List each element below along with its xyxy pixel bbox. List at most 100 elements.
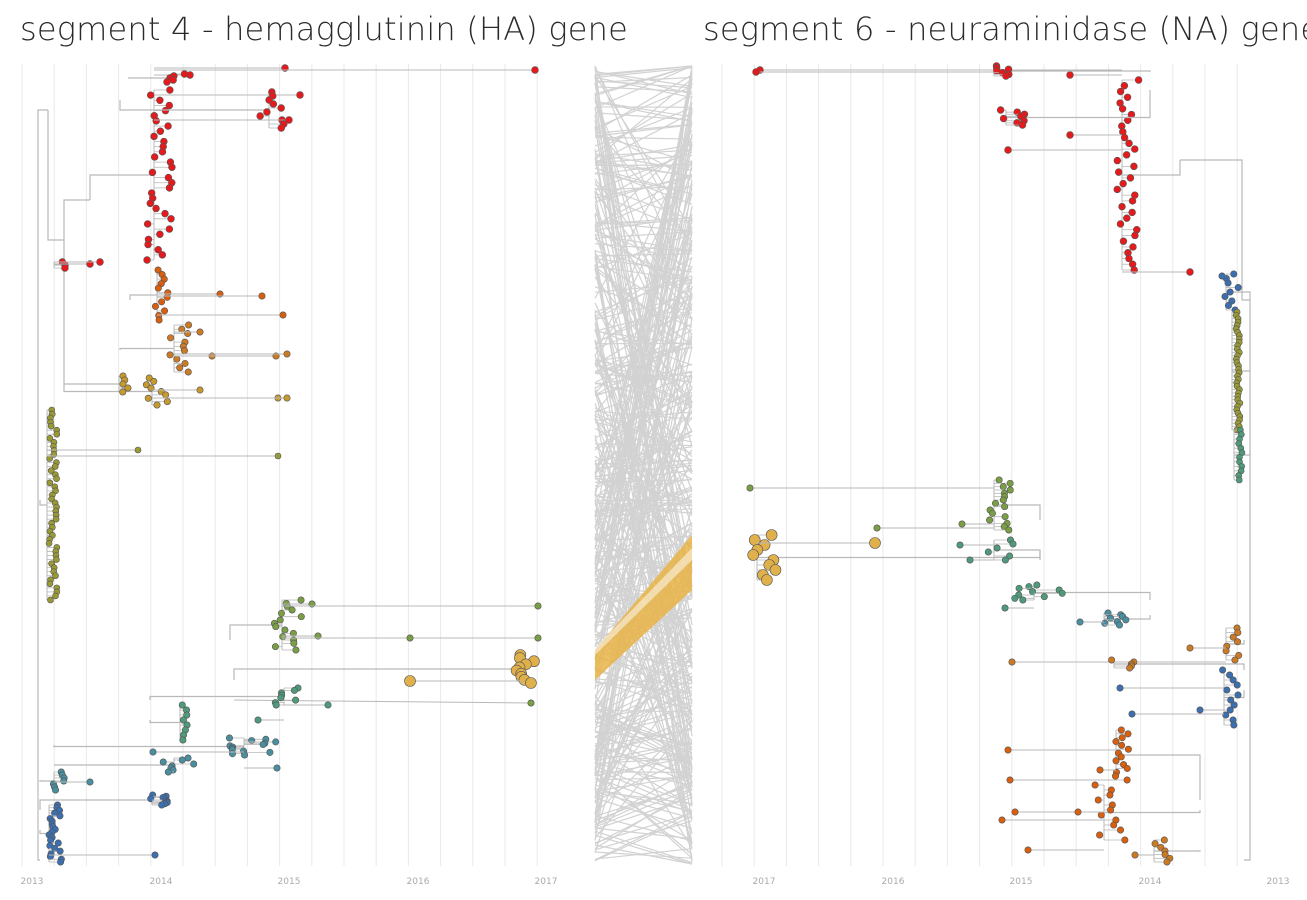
tree-tip: [1161, 851, 1169, 859]
tree-tip: [178, 701, 186, 709]
tree-branch: [149, 695, 284, 700]
tree-tip: [143, 220, 152, 228]
tangle-line: [594, 347, 693, 362]
tree-tip: [988, 509, 996, 517]
tree-tip: [1106, 791, 1114, 799]
tree-tip: [158, 801, 166, 809]
tree-tip: [179, 716, 187, 724]
tree-tip: [46, 580, 54, 588]
tangle-line: [594, 706, 693, 765]
tree-tip: [143, 256, 151, 264]
tree-branch: [89, 174, 154, 200]
tree-tip: [46, 853, 54, 861]
tree-tip: [152, 117, 160, 125]
tangle-line: [594, 508, 693, 518]
tangle-line: [594, 276, 693, 403]
tree-tip: [52, 572, 59, 580]
tree-tip: [180, 70, 189, 78]
tree-tip: [1123, 214, 1131, 222]
tree-tip: [1112, 772, 1120, 780]
tree-tip: [288, 606, 296, 614]
na-axis: 2017 2016 2015 2014 2013: [753, 877, 1290, 887]
tangle-line: [594, 791, 693, 819]
tree-tip: [1015, 584, 1023, 592]
tree-tip: [1001, 503, 1009, 511]
tree-tip: [1118, 202, 1126, 211]
tree-tip: [1221, 292, 1229, 300]
tree-tip: [180, 347, 188, 355]
tree-tip: [996, 106, 1005, 114]
tree-tip: [1163, 858, 1171, 866]
tree-tip: [162, 391, 170, 399]
tangle-line: [594, 121, 693, 670]
tree-branch: [1226, 291, 1251, 300]
tree-tip: [154, 245, 162, 254]
tree-tip: [1160, 836, 1168, 844]
tangle-line: [594, 231, 693, 239]
tree-tip: [165, 101, 173, 110]
tangle-line: [594, 107, 693, 706]
tree-tip: [277, 104, 285, 112]
tangle-line: [594, 80, 693, 89]
tree-tip: [163, 293, 171, 301]
tree-branch: [1180, 159, 1243, 300]
tangle-line: [594, 418, 693, 664]
tree-tip: [266, 748, 274, 756]
tree-tip: [153, 401, 161, 409]
tree-tip: [228, 750, 236, 758]
tangle-line: [594, 339, 693, 396]
tree-tip: [1117, 753, 1125, 761]
tree-tip: [152, 204, 160, 213]
tree-tip: [167, 334, 175, 342]
tree-tip: [263, 108, 271, 116]
tree-tip: [1094, 796, 1102, 804]
tree-tip: [1229, 676, 1237, 684]
tree-branch: [119, 100, 269, 111]
tree-tip: [1119, 179, 1127, 188]
tangle-line: [594, 731, 693, 782]
tree-tip: [1121, 836, 1129, 844]
tree-tip: [1229, 633, 1237, 641]
tree-tip: [1033, 581, 1041, 589]
tree-branch: [37, 109, 48, 500]
tree-tip: [1120, 133, 1129, 142]
tree-tip: [1226, 671, 1234, 679]
tangle-line: [594, 654, 693, 795]
tree-tip: [57, 858, 65, 866]
tangle-line: [594, 827, 693, 840]
tree-tip: [1123, 776, 1131, 784]
tree-tip: [150, 132, 158, 141]
tree-tip: [166, 351, 174, 359]
tree-branch: [129, 294, 157, 300]
tanglegram-connections: [594, 65, 693, 865]
tree-tip: [1234, 629, 1242, 637]
tree-tip: [52, 515, 60, 523]
tangle-line: [594, 322, 693, 819]
tree-branch: [1034, 591, 1151, 600]
tree-tip: [154, 266, 162, 274]
tree-tip: [869, 537, 881, 549]
tree-tip: [271, 643, 279, 651]
na-tick-label: 2017: [753, 877, 776, 887]
tree-tip: [958, 520, 966, 528]
tree-tip: [159, 758, 167, 766]
tree-tip: [119, 388, 127, 396]
tree-tip: [53, 556, 60, 563]
tangle-line: [594, 479, 693, 484]
tree-tip: [164, 173, 173, 182]
tree-tip: [1118, 741, 1126, 749]
tree-tip: [154, 284, 162, 292]
tree-tip: [527, 699, 535, 707]
tangle-line: [594, 141, 693, 496]
tree-tip: [161, 106, 170, 115]
tree-branch: [63, 199, 90, 240]
tree-tip: [1218, 272, 1226, 280]
tangle-line: [594, 136, 693, 357]
tree-tip: [1128, 197, 1137, 205]
tree-tip: [156, 127, 165, 135]
tangle-line: [594, 776, 693, 814]
tree-tip: [1125, 139, 1133, 148]
tree-tip: [124, 384, 132, 392]
tangle-line: [594, 745, 693, 776]
tree-branch: [1226, 640, 1245, 645]
